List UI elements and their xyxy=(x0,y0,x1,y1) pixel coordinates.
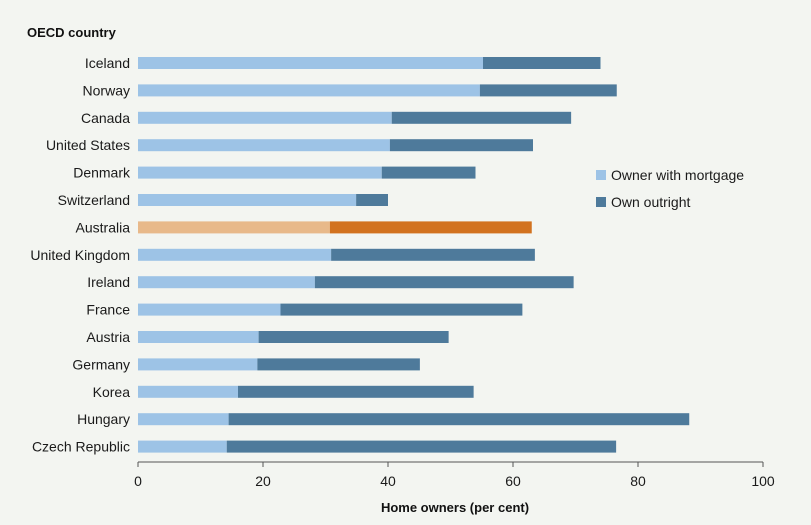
category-label-germany: Germany xyxy=(72,356,130,372)
category-label-united-states: United States xyxy=(46,137,130,153)
bar-united-states-owner-with-mortgage xyxy=(138,139,390,152)
x-tick-label-100: 100 xyxy=(751,473,775,489)
x-tick-label-80: 80 xyxy=(630,473,646,489)
bar-ireland-own-outright xyxy=(314,276,574,289)
category-label-czech-republic: Czech Republic xyxy=(32,439,130,455)
category-label-canada: Canada xyxy=(81,110,130,126)
bar-korea-own-outright xyxy=(238,385,474,398)
bar-czech-republic-owner-with-mortgage xyxy=(138,440,227,453)
x-tick-label-60: 60 xyxy=(505,473,521,489)
bar-iceland-own-outright xyxy=(483,57,601,69)
category-label-australia: Australia xyxy=(76,219,131,235)
bar-france-own-outright xyxy=(280,303,523,316)
bar-united-states-own-outright xyxy=(389,139,533,152)
category-label-france: France xyxy=(86,302,130,318)
bar-norway-owner-with-mortgage xyxy=(138,84,480,97)
bar-denmark-own-outright xyxy=(381,166,476,179)
category-label-denmark: Denmark xyxy=(73,165,131,181)
category-label-korea: Korea xyxy=(93,384,131,400)
bar-germany-owner-with-mortgage xyxy=(138,358,258,371)
bar-switzerland-own-outright xyxy=(356,194,388,206)
bar-france-owner-with-mortgage xyxy=(138,303,281,316)
bar-united-kingdom-own-outright xyxy=(331,248,535,261)
bar-iceland-owner-with-mortgage xyxy=(138,57,483,69)
category-label-ireland: Ireland xyxy=(87,274,130,290)
bar-austria-owner-with-mortgage xyxy=(138,331,259,343)
bar-switzerland-owner-with-mortgage xyxy=(138,194,357,206)
bar-denmark-owner-with-mortgage xyxy=(138,166,382,179)
bar-hungary-own-outright xyxy=(228,413,690,426)
x-tick-label-20: 20 xyxy=(255,473,271,489)
bar-hungary-owner-with-mortgage xyxy=(138,413,229,426)
category-label-austria: Austria xyxy=(86,329,130,345)
x-tick-label-40: 40 xyxy=(380,473,396,489)
bar-germany-own-outright xyxy=(257,358,420,371)
legend: Owner with mortgage Own outright xyxy=(596,167,744,210)
bar-austria-own-outright xyxy=(258,331,449,343)
category-label-hungary: Hungary xyxy=(77,411,130,427)
bar-czech-republic-own-outright xyxy=(226,440,617,453)
bar-ireland-owner-with-mortgage xyxy=(138,276,315,289)
bar-korea-owner-with-mortgage xyxy=(138,385,238,398)
bar-australia-owner-with-mortgage xyxy=(138,221,330,234)
category-label-united-kingdom: United Kingdom xyxy=(30,247,130,263)
category-labels: Iceland Norway Canada United States Denmark S… xyxy=(30,55,131,455)
bar-norway-own-outright xyxy=(479,84,617,97)
legend-label-owner-with-mortgage: Owner with mortgage xyxy=(611,167,744,183)
y-axis-heading: OECD country xyxy=(27,25,117,40)
bar-australia-own-outright xyxy=(329,221,532,234)
x-axis-label: Home owners (per cent) xyxy=(381,500,529,515)
bar-united-kingdom-owner-with-mortgage xyxy=(138,248,332,261)
legend-label-own-outright: Own outright xyxy=(611,194,690,210)
category-label-switzerland: Switzerland xyxy=(58,192,130,208)
bar-canada-own-outright xyxy=(391,111,572,124)
bars-layer xyxy=(138,57,690,453)
legend-swatch-own-outright xyxy=(596,197,606,207)
bar-canada-owner-with-mortgage xyxy=(138,111,392,124)
category-label-norway: Norway xyxy=(83,82,130,98)
x-axis-ticks: 0 20 40 60 80 100 xyxy=(134,462,775,489)
legend-swatch-owner-with-mortgage xyxy=(596,170,606,180)
category-label-iceland: Iceland xyxy=(85,55,130,71)
x-tick-label-0: 0 xyxy=(134,473,142,489)
